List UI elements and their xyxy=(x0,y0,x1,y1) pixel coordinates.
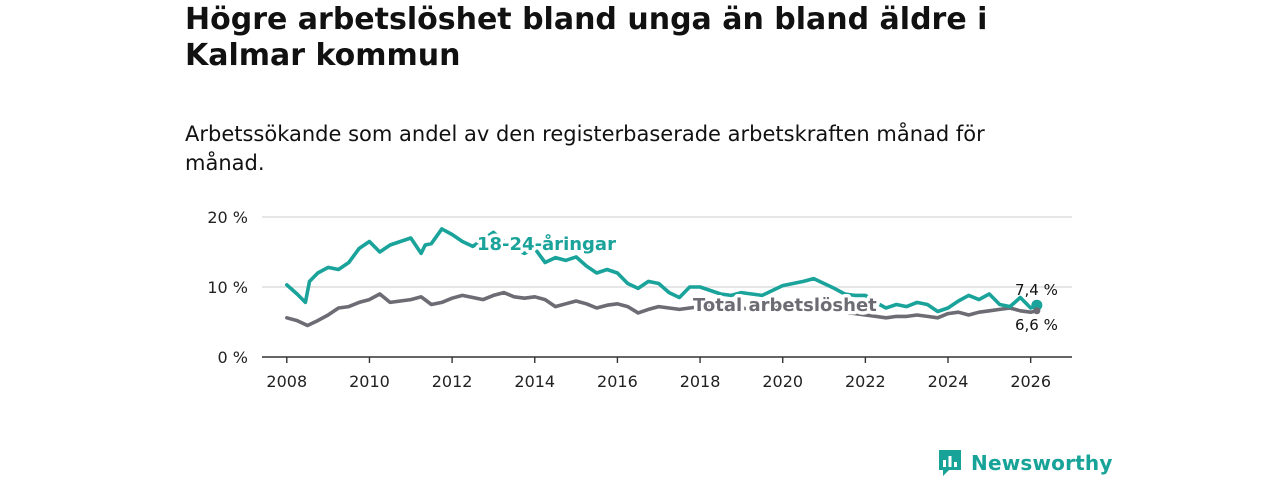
y-tick-label: 10 % xyxy=(207,278,248,297)
brand-name: Newsworthy xyxy=(971,451,1113,475)
y-tick-label: 0 % xyxy=(218,348,248,367)
x-tick-label: 2020 xyxy=(762,372,803,391)
x-tick-label: 2018 xyxy=(680,372,721,391)
x-tick-label: 2012 xyxy=(432,372,473,391)
series-line-total xyxy=(284,290,1039,328)
end-point-total xyxy=(1033,307,1041,315)
x-tick-label: 2024 xyxy=(928,372,969,391)
series-label-youth-halo: 18-24-åringar xyxy=(477,233,616,255)
x-tick-label: 2026 xyxy=(1010,372,1051,391)
series-lines xyxy=(284,227,1043,328)
chart-title: Högre arbetslöshet bland unga än bland ä… xyxy=(185,2,988,73)
end-value-youth: 7,4 % xyxy=(1015,281,1058,299)
newsworthy-logo-icon xyxy=(939,450,961,476)
x-tick-label: 2010 xyxy=(349,372,390,391)
axes: 0 % 10 % 20 % 2008 2010 2012 2014 2016 2018 2020 2… xyxy=(207,208,1072,391)
chart-subtitle: Arbetssökande som andel av den registerb… xyxy=(185,122,985,175)
y-tick-label: 20 % xyxy=(207,208,248,227)
x-tick-label: 2022 xyxy=(845,372,886,391)
series-label-total: Total arbetslöshet xyxy=(693,295,877,316)
end-point-youth xyxy=(1031,299,1043,311)
brand-logo: Newsworthy xyxy=(937,448,1113,478)
x-tick-label: 2016 xyxy=(597,372,638,391)
series-label-youth: 18-24-åringar xyxy=(477,233,616,255)
x-tick-label: 2014 xyxy=(514,372,555,391)
end-value-total: 6,6 % xyxy=(1015,316,1058,334)
series-line-youth xyxy=(284,227,1039,314)
gridlines xyxy=(262,216,1072,288)
x-tick-label: 2008 xyxy=(266,372,307,391)
series-label-total-halo: Total arbetslöshet xyxy=(693,295,877,316)
